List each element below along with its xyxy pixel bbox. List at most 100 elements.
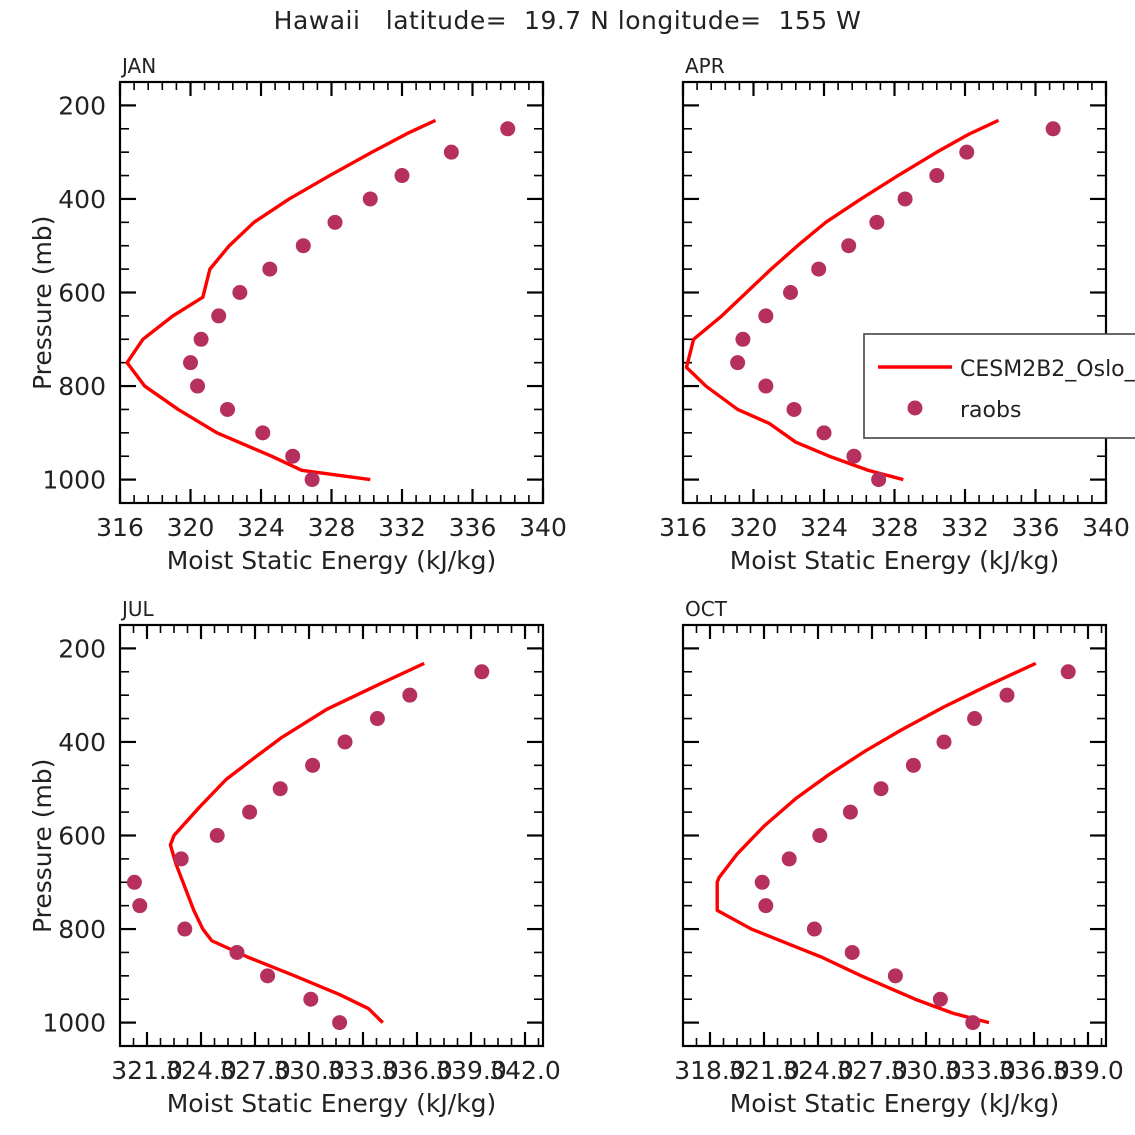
y-axis-label-bottom: Pressure (mb) [28,758,57,933]
raobs-marker [327,214,343,230]
x-tick-label: 327.0 [219,1056,291,1085]
model-line-jan [125,118,437,482]
x-tick-label: 328 [308,513,356,542]
x-tick-label: 330.0 [273,1056,345,1085]
raobs-marker [871,472,887,488]
y-tick-label: 600 [58,822,106,851]
data-layer [715,661,1076,1031]
data-layer [125,118,516,488]
raobs-marker [285,448,301,464]
raobs-marker [758,898,774,914]
raobs-marker [242,804,258,820]
y-major-ticks [120,647,543,1024]
legend-marker-swatch [907,400,923,416]
raobs-marker [754,874,770,890]
x-tick-label: 321.0 [728,1056,800,1085]
raobs-marker [735,331,751,347]
raobs-marker [173,851,189,867]
plot-frame [118,80,545,505]
plot-area-jan: 316 320 324 328 332 336 340 200 400 600 800 1000 [42,80,567,542]
raobs-marker [229,944,245,960]
raobs-marker [443,144,459,160]
x-tick-label: 340 [1082,513,1130,542]
raobs-marker [260,968,276,984]
x-tick-label: 327.0 [836,1056,908,1085]
raobs-marker [183,355,198,371]
raobs-marker [337,734,353,750]
y-minor-ticks [683,670,1106,1001]
x-tick-label: 336.0 [381,1056,453,1085]
y-tick-label: 800 [58,915,106,944]
raobs-marker [220,401,236,417]
x-minor-ticks [133,82,530,503]
legend-label-raobs: raobs [960,398,1021,423]
raobs-marker [812,828,828,843]
raobs-marker [272,781,288,797]
raobs-marker [190,378,206,394]
x-tick-labels: 316 320 324 328 332 336 340 [659,513,1130,542]
raobs-marker [177,921,193,937]
raobs-marker [332,1015,348,1031]
raobs-marker [999,687,1015,703]
raobs-marker [844,944,860,960]
x-tick-label: 342.0 [489,1056,561,1085]
raobs-marker [887,968,903,984]
x-minor-ticks [696,82,1093,503]
raobs-marker [1045,121,1061,137]
y-minor-ticks [120,670,543,1001]
x-major-ticks [145,625,527,1046]
raobs-marker [905,757,921,773]
y-tick-label: 1000 [42,1009,106,1038]
legend: CESM2B2_Oslo_raobs [863,333,1135,439]
raobs-marker [211,308,227,324]
plot-frame [118,623,545,1048]
x-major-ticks [118,82,545,503]
raobs-marker [295,238,311,254]
y-tick-labels: 200 400 600 800 1000 [42,634,106,1037]
raobs-marker [816,425,832,441]
x-tick-label: 336 [449,513,497,542]
raobs-marker [305,757,321,773]
x-tick-label: 328 [871,513,919,542]
panel-title-oct: OCT [685,597,727,621]
x-tick-label: 330.0 [890,1056,962,1085]
raobs-marker [786,401,802,417]
x-tick-label: 336 [1012,513,1060,542]
raobs-marker [811,261,827,277]
x-tick-label: 333.0 [944,1056,1016,1085]
x-major-ticks [708,625,1090,1046]
raobs-marker [781,851,797,867]
raobs-marker [730,355,746,371]
x-tick-label: 320 [730,513,778,542]
x-tick-label: 324.0 [165,1056,237,1085]
x-tick-label: 321.0 [111,1056,183,1085]
page-title: Hawaii latitude= 19.7 N longitude= 155 W [273,6,862,35]
raobs-marker [369,711,385,727]
raobs-marker [932,991,948,1007]
y-tick-label: 400 [58,185,106,214]
x-minor-ticks [695,625,1103,1046]
data-layer [684,118,1061,488]
raobs-marker [959,144,975,160]
x-axis-label-jan: Moist Static Energy (kJ/kg) [166,1089,497,1118]
x-axis-label-apr: Moist Static Energy (kJ/kg) [729,1089,1060,1118]
raobs-marker [846,448,862,464]
x-tick-label: 316 [96,513,144,542]
x-axis-label-jul: Moist Static Energy (kJ/kg) [166,546,497,575]
raobs-marker [758,308,774,324]
raobs-marker [758,378,774,394]
x-tick-label: 320 [167,513,215,542]
y-major-ticks [120,104,543,481]
model-line-apr [684,118,1000,482]
model-line-oct [715,661,1037,1025]
model-line-jul [168,661,425,1024]
raobs-marker [869,214,885,230]
raobs-marker [402,687,418,703]
raobs-marker [126,874,142,890]
x-tick-label: 324.0 [782,1056,854,1085]
raobs-marker [255,425,271,441]
y-tick-labels: 200 400 600 800 1000 [42,91,106,494]
